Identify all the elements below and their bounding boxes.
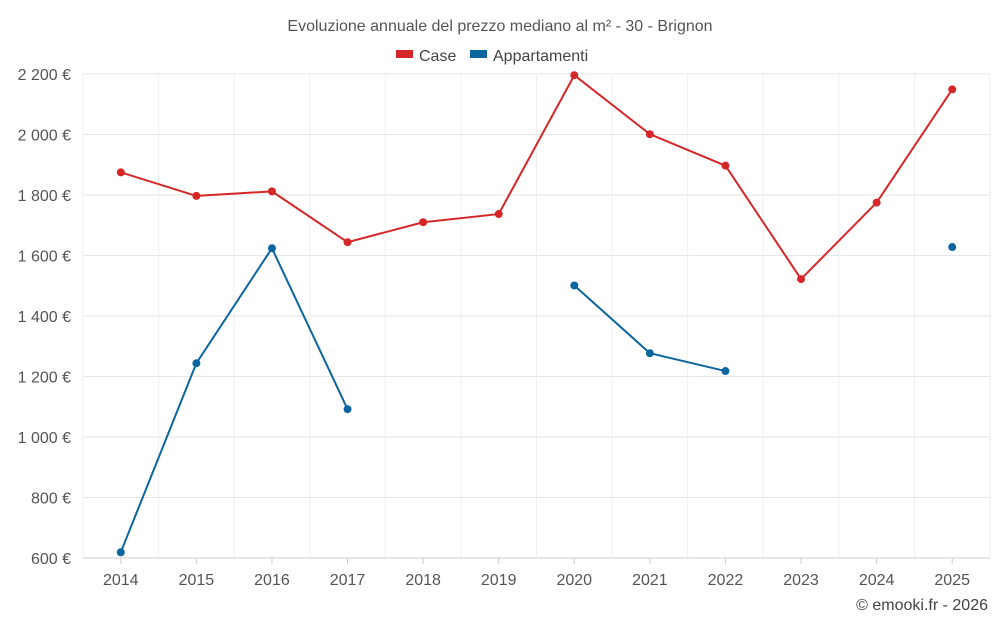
y-tick-label: 1 200 € <box>18 370 71 387</box>
data-point-case-2019[interactable] <box>494 210 503 219</box>
data-point-appartamenti-2025[interactable] <box>948 243 957 252</box>
chart-title: Evoluzione annuale del prezzo mediano al… <box>287 18 712 35</box>
data-point-case-2018[interactable] <box>419 218 428 227</box>
data-point-case-2020[interactable] <box>570 71 579 80</box>
y-tick-label: 600 € <box>31 551 71 568</box>
data-point-appartamenti-2022[interactable] <box>721 367 730 376</box>
x-tick-label: 2015 <box>179 572 215 589</box>
data-point-appartamenti-2016[interactable] <box>267 244 276 253</box>
x-tick-label: 2024 <box>859 572 895 589</box>
y-tick-label: 1 400 € <box>18 309 71 326</box>
series-line-case <box>120 74 954 281</box>
data-point-appartamenti-2015[interactable] <box>192 359 201 368</box>
series-line-appartamenti <box>119 247 349 553</box>
data-point-appartamenti-2020[interactable] <box>570 281 579 290</box>
legend-label-case[interactable]: Case <box>419 48 456 65</box>
x-tick-label: 2025 <box>934 572 970 589</box>
grid <box>82 73 991 559</box>
series-group <box>116 71 957 557</box>
x-tick-label: 2023 <box>783 572 819 589</box>
data-point-case-2022[interactable] <box>721 161 730 170</box>
series-line-appartamenti <box>573 284 726 373</box>
y-tick-label: 1 600 € <box>18 249 71 266</box>
data-point-case-2016[interactable] <box>267 187 276 196</box>
data-point-case-2023[interactable] <box>797 275 806 284</box>
legend-swatch-appartamenti <box>470 50 487 58</box>
y-tick-label: 800 € <box>31 491 71 508</box>
legend: Case Appartamenti <box>396 48 588 65</box>
x-tick-label: 2017 <box>330 572 366 589</box>
x-tick-label: 2016 <box>254 572 290 589</box>
x-tick-label: 2019 <box>481 572 517 589</box>
data-point-appartamenti-2017[interactable] <box>343 405 352 414</box>
y-tick-label: 2 200 € <box>18 67 71 84</box>
data-point-case-2017[interactable] <box>343 238 352 247</box>
credit-text: © emooki.fr - 2026 <box>856 597 988 614</box>
x-tick-label: 2018 <box>405 572 441 589</box>
x-tick-label: 2021 <box>632 572 668 589</box>
x-axis: 2014 2015 2016 2017 2018 2019 2020 2021 2022 2023… <box>83 557 990 589</box>
x-tick-label: 2022 <box>708 572 744 589</box>
data-point-case-2015[interactable] <box>192 191 201 200</box>
y-axis: 600 € 800 € 1 000 € 1 200 € 1 400 € 1 600 € 1 … <box>18 67 71 568</box>
y-tick-label: 1 000 € <box>18 430 71 447</box>
x-tick-label: 2020 <box>556 572 592 589</box>
legend-swatch-case <box>396 50 413 58</box>
data-point-case-2024[interactable] <box>872 198 881 207</box>
data-point-case-2014[interactable] <box>116 168 125 177</box>
legend-label-appartamenti[interactable]: Appartamenti <box>493 48 588 65</box>
data-point-case-2025[interactable] <box>948 85 957 94</box>
y-tick-label: 2 000 € <box>18 128 71 145</box>
data-point-appartamenti-2014[interactable] <box>116 548 125 557</box>
data-point-case-2021[interactable] <box>645 130 654 139</box>
y-tick-label: 1 800 € <box>18 188 71 205</box>
data-point-appartamenti-2021[interactable] <box>645 349 654 358</box>
x-tick-label: 2014 <box>103 572 139 589</box>
